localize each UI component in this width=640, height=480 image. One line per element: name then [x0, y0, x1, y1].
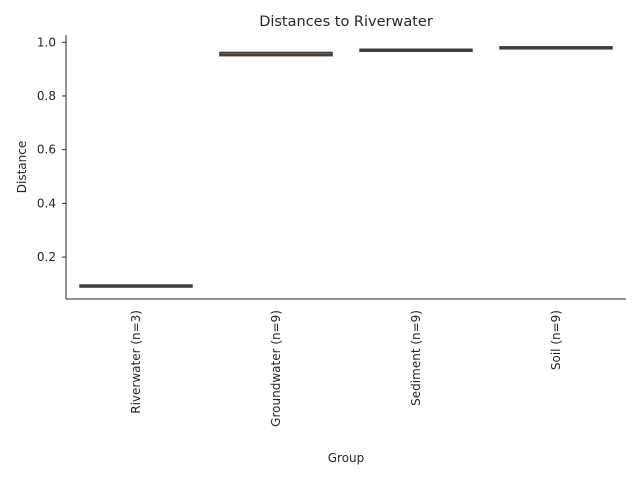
x-tick-label: Sediment (n=9)	[409, 310, 423, 406]
chart-title: Distances to Riverwater	[259, 14, 433, 30]
y-tick-label: 0.4	[37, 196, 56, 210]
x-ticks: Riverwater (n=3) Groundwater (n=9) Sedimen…	[129, 310, 563, 427]
x-tick-label: Riverwater (n=3)	[129, 310, 143, 414]
box-2	[359, 48, 473, 52]
y-tick-label: 1.0	[37, 35, 56, 49]
y-axis-label: Distance	[15, 141, 29, 193]
box-3	[499, 46, 613, 50]
y-ticks: 0.2 0.4 0.6 0.8 1.0	[37, 35, 66, 264]
plot-axes	[65, 35, 626, 300]
y-tick-label: 0.8	[37, 89, 56, 103]
y-tick-label: 0.2	[37, 250, 56, 264]
y-tick-label: 0.6	[37, 143, 56, 157]
x-tick-label: Groundwater (n=9)	[269, 310, 283, 427]
box-1	[219, 51, 333, 57]
box-0	[79, 284, 193, 288]
boxes	[79, 46, 613, 288]
x-axis-label: Group	[328, 451, 365, 465]
x-tick-label: Soil (n=9)	[549, 310, 563, 370]
